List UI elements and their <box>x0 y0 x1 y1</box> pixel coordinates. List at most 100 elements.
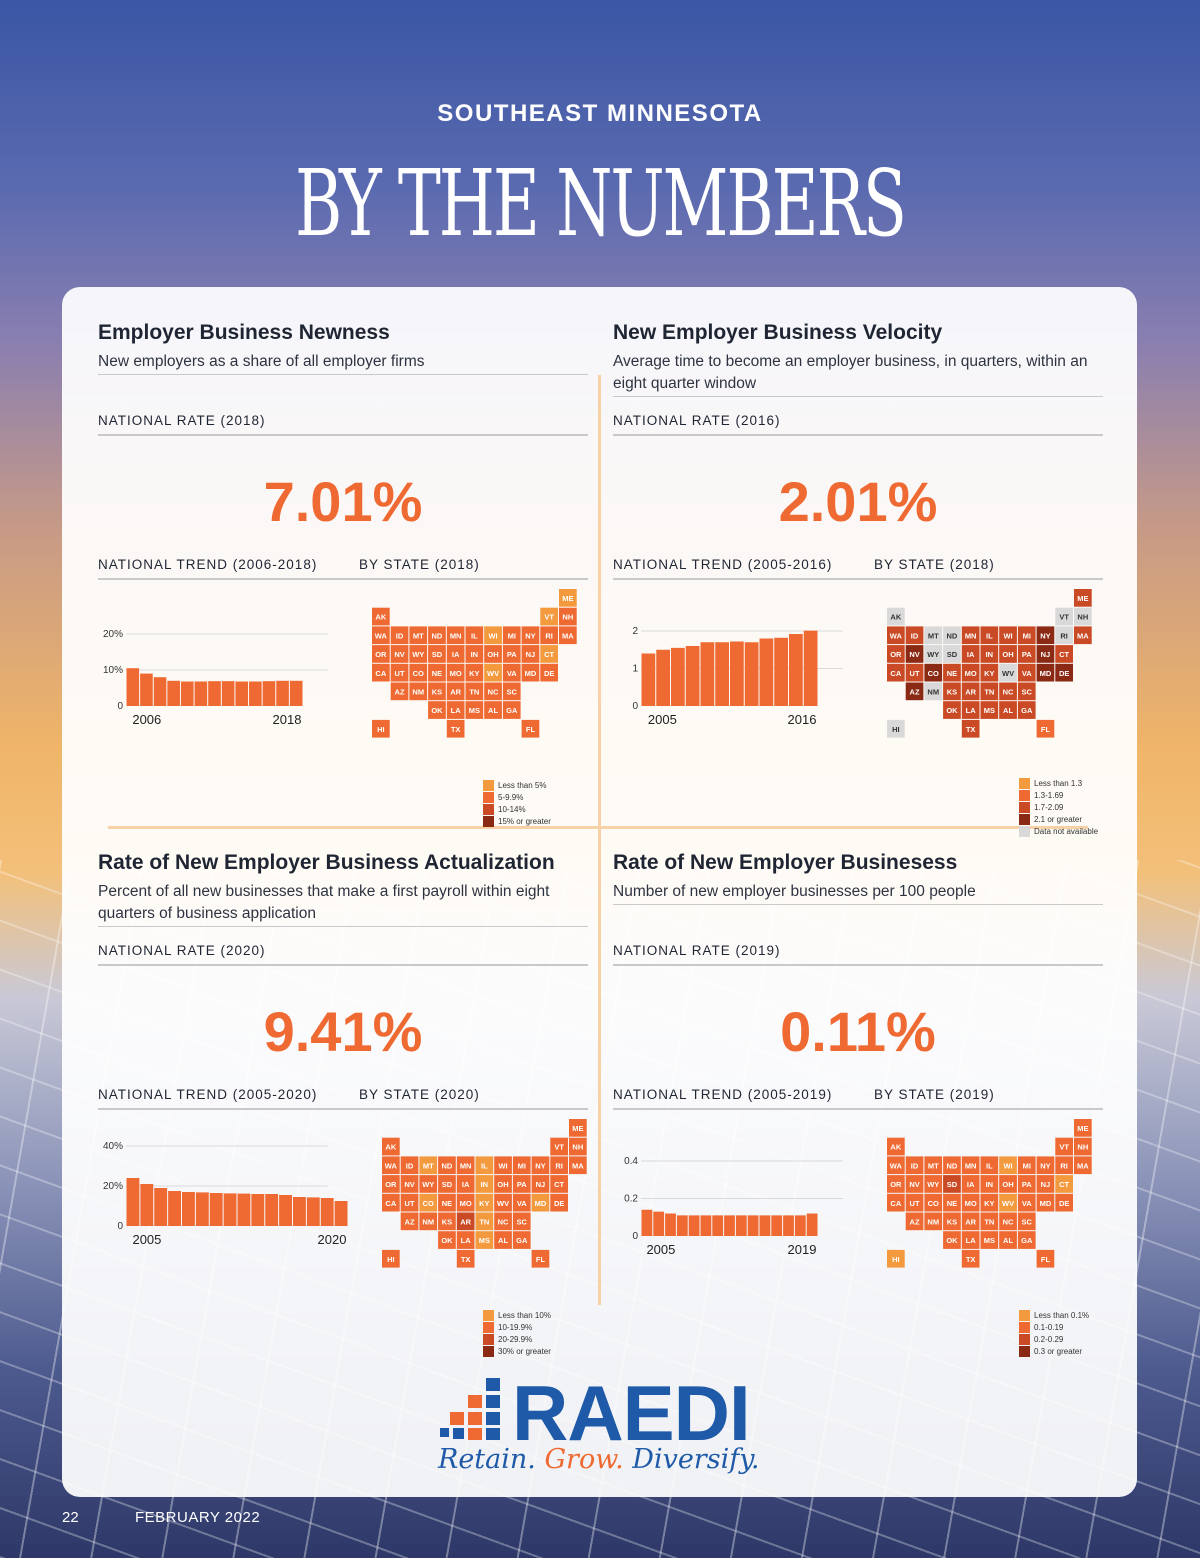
y-tick-label: 0 <box>117 701 123 712</box>
svg-text:NM: NM <box>927 1218 939 1227</box>
state-tile-co: CO <box>924 663 943 682</box>
state-tile-pa: PA <box>1017 1175 1036 1193</box>
x-tick-label: 2016 <box>788 712 817 727</box>
legend-swatch <box>1019 1333 1030 1345</box>
trend-bar <box>685 646 700 706</box>
state-tile-nv: NV <box>905 645 924 663</box>
y-tick-label: 10% <box>103 665 123 676</box>
state-tile-tn: TN <box>980 1212 999 1231</box>
svg-text:NY: NY <box>525 631 535 640</box>
svg-text:NJ: NJ <box>1041 650 1051 659</box>
state-tile-ne: NE <box>438 1193 456 1212</box>
rate-rule <box>613 964 1103 966</box>
state-tile-ut: UT <box>905 1193 924 1212</box>
trend-bar <box>759 1215 771 1236</box>
state-tile-nd: ND <box>943 1156 961 1175</box>
legend-label: 5-9.9% <box>498 792 524 802</box>
state-tile-ca: CA <box>382 1193 400 1212</box>
legend-swatch <box>1019 777 1030 789</box>
state-tile-fl: FL <box>521 719 540 738</box>
legend-swatch <box>483 803 494 815</box>
svg-text:CT: CT <box>544 650 554 659</box>
svg-text:OH: OH <box>1002 1180 1013 1189</box>
national-rate-label: NATIONAL RATE (2016) <box>613 413 781 428</box>
trend-bar <box>700 1215 712 1236</box>
legend-label: 1.3-1.69 <box>1034 790 1064 800</box>
svg-text:NH: NH <box>1077 1143 1088 1152</box>
svg-text:MT: MT <box>423 1161 434 1170</box>
trend-chart: 0 0.2 0.4 2005 2019 <box>624 1156 843 1257</box>
svg-text:IN: IN <box>481 1180 489 1189</box>
state-tile-nm: NM <box>924 1212 943 1231</box>
y-tick-label: 40% <box>103 1141 123 1152</box>
vertical-divider <box>598 375 601 1305</box>
trend-bar <box>168 1191 181 1226</box>
state-tile-ma: MA <box>1074 1156 1092 1175</box>
svg-text:RI: RI <box>1060 631 1068 640</box>
svg-text:SD: SD <box>947 1180 958 1189</box>
svg-text:IA: IA <box>462 1180 470 1189</box>
svg-text:KS: KS <box>947 688 957 697</box>
state-tile-in: IN <box>980 645 999 663</box>
state-tile-vt: VT <box>550 1137 568 1156</box>
state-tile-vt: VT <box>1055 607 1073 626</box>
state-tile-ut: UT <box>400 1193 419 1212</box>
legend-item: Less than 10% <box>483 1309 551 1321</box>
svg-text:WV: WV <box>497 1199 509 1208</box>
state-tile-ok: OK <box>428 701 446 719</box>
state-tile-ak: AK <box>887 1137 905 1156</box>
trend-bar <box>195 1192 209 1226</box>
state-tile-ga: GA <box>1017 1231 1036 1249</box>
trend-bar <box>235 681 249 706</box>
state-tile-ok: OK <box>438 1231 456 1249</box>
state-tile-ms: MS <box>980 1231 999 1249</box>
svg-text:VT: VT <box>544 613 554 622</box>
svg-text:VA: VA <box>1022 669 1032 678</box>
state-tile-ri: RI <box>1055 1156 1073 1175</box>
state-tile-mt: MT <box>924 626 943 645</box>
x-tick-label: 2005 <box>648 712 677 727</box>
trend-bar <box>794 1215 806 1236</box>
trend-bar <box>262 681 276 706</box>
state-tile-ga: GA <box>502 701 521 719</box>
svg-text:VT: VT <box>1059 613 1069 622</box>
svg-text:LA: LA <box>451 706 462 715</box>
national-rate-label: NATIONAL RATE (2020) <box>98 943 266 958</box>
trend-bar <box>154 1188 168 1226</box>
svg-text:RI: RI <box>545 631 553 640</box>
state-tile-wy: WY <box>924 645 943 663</box>
trend-bar <box>126 668 140 706</box>
y-tick-label: 20% <box>103 1181 123 1192</box>
trend-bar <box>724 1215 735 1236</box>
state-tile-mn: MN <box>446 626 465 645</box>
state-tile-co: CO <box>419 1193 438 1212</box>
svg-text:CA: CA <box>385 1199 396 1208</box>
state-tile-nh: NH <box>1074 607 1092 626</box>
state-tile-oh: OH <box>494 1175 512 1193</box>
svg-text:RI: RI <box>555 1161 563 1170</box>
state-tile-hi: HI <box>372 719 390 738</box>
svg-text:NE: NE <box>432 669 442 678</box>
trend-bar <box>712 1215 724 1236</box>
state-tile-vt: VT <box>1055 1137 1073 1156</box>
state-tile-map: ME AK VT NH WA ID MT ND MN IL WI MI NY RI MA OR NV WY SD IA… <box>887 1119 1092 1268</box>
svg-text:ND: ND <box>947 631 958 640</box>
legend-item: Less than 1.3 <box>1019 777 1098 789</box>
svg-text:OR: OR <box>890 650 902 659</box>
svg-text:DE: DE <box>554 1199 564 1208</box>
state-tile-az: AZ <box>390 682 409 701</box>
national-trend-label: NATIONAL TREND (2005-2016) <box>613 557 833 572</box>
svg-text:OH: OH <box>497 1180 508 1189</box>
legend-item: 10-14% <box>483 803 551 815</box>
trend-bar <box>803 630 818 706</box>
trend-bar <box>641 1209 653 1236</box>
state-tile-me: ME <box>1074 589 1092 607</box>
svg-text:SC: SC <box>1022 1218 1033 1227</box>
state-tile-ca: CA <box>887 1193 905 1212</box>
svg-text:AZ: AZ <box>395 688 405 697</box>
trend-rule <box>98 1108 588 1110</box>
trend-bar <box>289 680 303 706</box>
svg-text:IL: IL <box>481 1161 488 1170</box>
svg-text:NJ: NJ <box>526 650 536 659</box>
state-tile-fl: FL <box>1036 719 1055 738</box>
